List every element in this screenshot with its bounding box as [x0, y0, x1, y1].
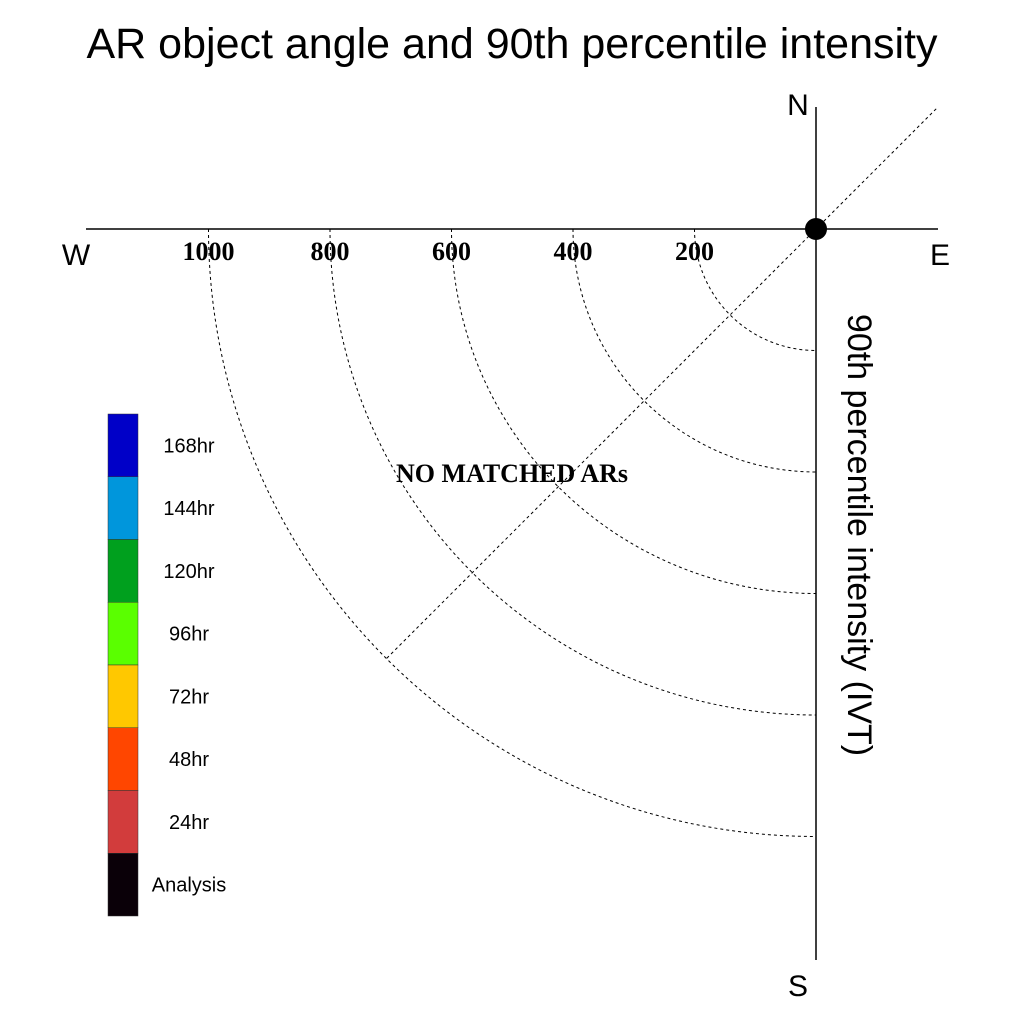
legend-label-144hr: 144hr: [163, 498, 214, 520]
legend-label-72hr: 72hr: [169, 686, 209, 708]
legend-label-96hr: 96hr: [169, 624, 209, 646]
no-match-annotation: NO MATCHED ARs: [396, 459, 628, 488]
legend-label-48hr: 48hr: [169, 749, 209, 771]
tick-label-1000: 1000: [183, 237, 235, 266]
chart-title: AR object angle and 90th percentile inte…: [87, 20, 938, 68]
legend: 168hr 144hr 120hr 96hr 72hr 48hr 24hr Analysis: [107, 413, 226, 917]
grid-arc-400: [572, 228, 817, 473]
grid-arc-800: [329, 228, 817, 716]
tick-label-400: 400: [554, 237, 593, 266]
radial-axis-title: 90th percentile intensity (IVT): [840, 314, 878, 756]
grid-arc-1000: [208, 228, 817, 837]
west-label: W: [62, 239, 91, 272]
legend-swatch-144hr: [107, 476, 139, 540]
legend-swatch-analysis: [107, 853, 139, 917]
east-label: E: [930, 239, 950, 272]
tick-label-600: 600: [432, 237, 471, 266]
grid-layer: [208, 108, 937, 837]
grid-arc-600: [451, 228, 817, 594]
tick-label-800: 800: [311, 237, 350, 266]
axes-layer: [86, 107, 938, 960]
origin-marker: [805, 218, 827, 240]
legend-swatch-72hr: [107, 664, 139, 728]
south-label: S: [788, 970, 808, 1003]
legend-label-120hr: 120hr: [163, 561, 214, 583]
legend-swatch-48hr: [107, 727, 139, 791]
legend-label-analysis: Analysis: [152, 875, 226, 897]
tick-label-200: 200: [675, 237, 714, 266]
legend-label-168hr: 168hr: [163, 435, 214, 457]
legend-swatch-168hr: [107, 413, 139, 477]
tick-labels: 200 400 600 800 1000: [183, 237, 715, 266]
legend-swatch-96hr: [107, 602, 139, 666]
legend-label-24hr: 24hr: [169, 812, 209, 834]
north-label: N: [787, 89, 809, 122]
legend-swatch-24hr: [107, 790, 139, 854]
legend-swatch-120hr: [107, 539, 139, 603]
grid-arc-200: [694, 228, 817, 351]
